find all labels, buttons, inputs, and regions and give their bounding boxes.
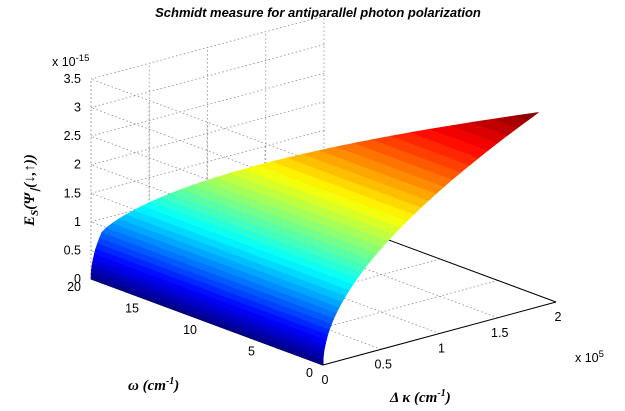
grid-line-left-z [90,78,324,166]
x-tick-label: 1 [438,342,445,356]
x-axis-label: Δ κ (cm-1) [389,388,451,406]
y-tick-label: 10 [183,323,197,337]
z-axis-label: ES(Ψ∣(↓,↑)) [22,154,41,227]
z-tick-label: 1.5 [64,186,81,200]
x-tick-label: 0 [322,373,329,387]
x-tick-label: 0.5 [375,357,392,371]
y-axis-label: ω (cm-1) [128,376,179,394]
z-tick-label: 2 [74,158,81,172]
grid-line-floor-x [149,262,382,350]
x-tick-label: 2 [555,310,562,324]
z-tick-label: 0 [74,272,81,286]
z-tick-label: 1 [74,215,81,229]
y-tick-label: 0 [306,366,313,380]
grid-line-back-z [90,101,325,166]
grid-line-floor-x [207,247,440,334]
z-tick-label: 3 [74,101,81,115]
x-axis-scale: x 105 [575,349,604,365]
x-tick-label: 1.5 [491,326,508,340]
grid-line-back-z [90,72,325,137]
y-tick-label: 5 [248,345,255,359]
x-axis-line [322,301,557,366]
chart-title: Schmidt measure for antiparallel photon … [155,5,481,20]
y-tick-label: 15 [125,302,139,316]
grid-line-floor-x [265,231,498,319]
y-tick-label: 20 [67,280,81,294]
surface [90,112,539,366]
grid-line-back-z [90,129,325,194]
surface-band [515,112,539,121]
z-tick-label: 0.5 [64,243,81,257]
z-tick-label: 3.5 [64,72,81,86]
z-tick-label: 2.5 [64,129,81,143]
z-axis-scale: x 10-15 [52,53,89,69]
grid-line-back-z [90,44,325,108]
grid-line-back-z [90,15,325,80]
